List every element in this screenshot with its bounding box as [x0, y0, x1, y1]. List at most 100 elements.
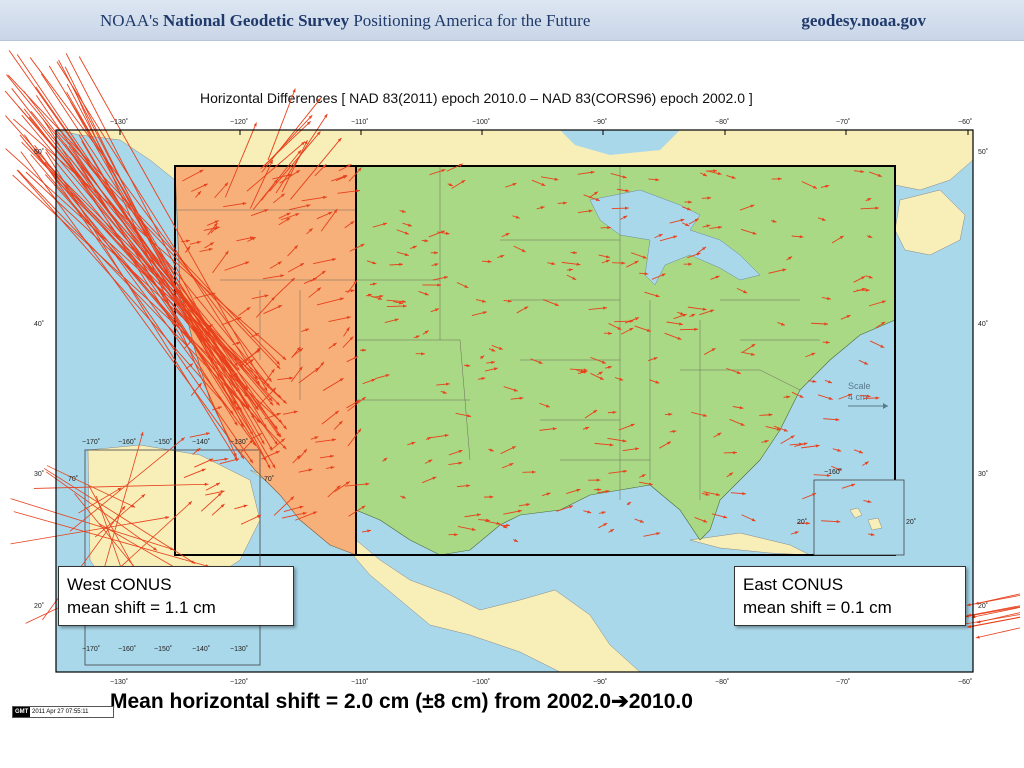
shift-vector-head	[286, 212, 291, 216]
shift-vector-head	[677, 336, 682, 340]
shift-vector-head	[703, 413, 707, 417]
header-title: NOAA's National Geodetic Survey Position…	[100, 11, 590, 31]
shift-vector-head	[336, 485, 341, 490]
shift-vector	[328, 316, 351, 323]
shift-vector-head	[966, 603, 971, 607]
lon-tick-bottom: −60˚	[958, 678, 972, 686]
shift-vector-head	[607, 365, 612, 369]
lon-tick-bottom: −110˚	[351, 678, 369, 686]
shift-vector-head	[772, 219, 777, 223]
shift-vector-head	[215, 482, 220, 486]
shift-vector-head	[274, 425, 278, 430]
shift-vector-head	[573, 251, 577, 255]
shift-vector-head	[442, 390, 447, 394]
shift-vector-head	[229, 410, 234, 415]
shift-vector	[98, 431, 144, 587]
shift-vector-head	[612, 410, 617, 414]
header-site-link[interactable]: geodesy.noaa.gov	[801, 11, 926, 30]
shift-vector-head	[799, 235, 804, 239]
shift-vector-head	[655, 380, 660, 384]
shift-vector-head	[635, 317, 640, 321]
shift-vector	[320, 208, 338, 232]
shift-vector-head	[569, 505, 574, 509]
shift-vector	[7, 74, 281, 365]
shift-vector-head	[610, 529, 615, 533]
shift-vector-head	[572, 276, 577, 280]
shift-vector-head	[464, 284, 469, 288]
alaska-lon-tick-top: −140˚	[192, 438, 210, 446]
shift-vector-head	[639, 519, 644, 523]
gmt-logo: GMT	[13, 707, 31, 717]
shift-vector-head	[231, 374, 236, 378]
shift-vector-head	[847, 393, 852, 397]
shift-vector-head	[249, 459, 254, 464]
shift-vector-head	[280, 274, 285, 278]
shift-vector-head	[729, 472, 734, 476]
shift-vector	[78, 56, 268, 392]
shift-vector-head	[837, 448, 842, 452]
shift-vector-head	[404, 252, 409, 256]
shift-vector-head	[806, 521, 810, 525]
shift-vector-head	[608, 331, 613, 335]
shift-vector-head	[491, 348, 496, 352]
shift-vector-head	[835, 418, 840, 422]
shift-vector-head	[246, 307, 251, 311]
shift-vector-head	[622, 175, 627, 179]
shift-vector-head	[343, 175, 348, 179]
shift-vector	[10, 516, 170, 545]
shift-vector-head	[487, 259, 492, 264]
shift-vector-head	[783, 428, 788, 432]
shift-vector-head	[332, 438, 336, 442]
shift-vector-head	[825, 184, 830, 188]
west-conus-callout: West CONUS mean shift = 1.1 cm	[58, 566, 294, 626]
alaska-lon-tick-top: −170˚	[82, 438, 100, 446]
lon-tick-top: −90˚	[593, 118, 607, 126]
shift-vector-head	[276, 365, 281, 369]
alaska-lon-tick-bottom: −140˚	[192, 645, 210, 653]
shift-vector-head	[694, 327, 699, 331]
shift-vector	[58, 59, 271, 469]
shift-vector-head	[271, 368, 275, 373]
shift-vector	[66, 91, 273, 451]
shift-vector-head	[866, 394, 871, 398]
shift-vector-head	[603, 523, 608, 527]
shift-vector-head	[500, 255, 505, 258]
shift-vector	[42, 119, 238, 426]
shift-vector-head	[811, 352, 816, 356]
shift-vector-head	[509, 463, 514, 467]
shift-vector-head	[306, 204, 311, 208]
shift-vector-head	[277, 305, 282, 309]
alaska-lon-tick-top: −160˚	[118, 438, 136, 446]
shift-vector-head	[799, 394, 804, 398]
shift-vector-head	[680, 218, 685, 222]
shift-vector-head	[394, 318, 399, 322]
shift-vector-head	[251, 237, 256, 241]
shift-vector-head	[437, 283, 441, 287]
shift-vector-head	[266, 383, 270, 388]
shift-vector-head	[350, 289, 355, 293]
shift-vector-head	[826, 296, 831, 300]
alaska-lat-label-right: 70˚	[264, 475, 274, 483]
shift-vector-head	[249, 359, 254, 363]
shift-vector	[69, 437, 186, 532]
shift-vector-head	[780, 322, 785, 326]
shift-vector-head	[301, 141, 306, 146]
shift-vector-head	[272, 464, 276, 469]
shift-vector-head	[877, 173, 882, 177]
shift-vector	[6, 74, 261, 385]
lon-tick-bottom: −130˚	[110, 678, 128, 686]
shift-vector-head	[603, 306, 607, 310]
shift-vector-head	[644, 272, 649, 276]
shift-vector	[44, 174, 240, 393]
shift-vector-head	[293, 410, 298, 414]
shift-vector-head	[444, 434, 449, 438]
shift-vector-head	[346, 316, 351, 320]
shift-vector-head	[445, 231, 450, 235]
shift-vector-head	[276, 360, 280, 365]
shift-vector-head	[256, 347, 261, 352]
shift-vector-head	[826, 473, 831, 477]
shift-vector-head	[466, 364, 471, 368]
shift-vector	[30, 154, 261, 424]
shift-vector-head	[330, 454, 334, 458]
shift-vector-head	[641, 474, 646, 478]
